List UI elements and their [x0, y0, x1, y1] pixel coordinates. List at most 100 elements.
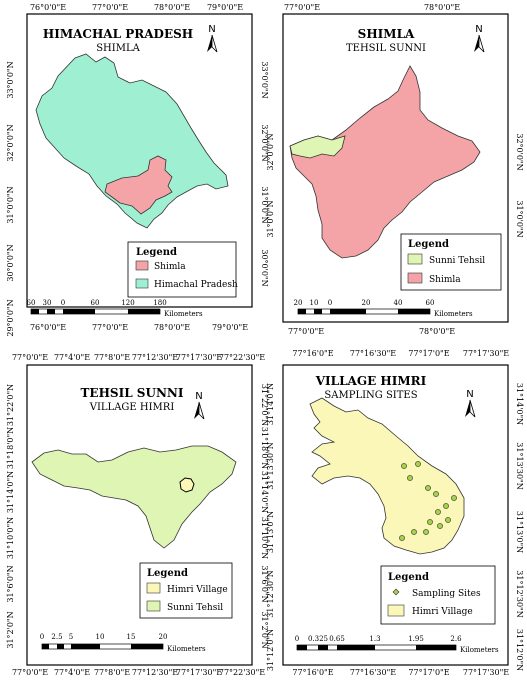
svg-text:77°0'0"E: 77°0'0"E: [12, 353, 48, 362]
svg-text:31°12'30"N: 31°12'30"N: [266, 570, 275, 617]
svg-text:180: 180: [153, 299, 166, 307]
north-arrow-icon: N: [207, 24, 218, 53]
svg-text:77°17'0"E: 77°17'0"E: [408, 668, 449, 677]
sampling-site-marker: [407, 475, 413, 481]
sampling-site-marker: [399, 535, 405, 541]
north-arrow-icon: N: [194, 391, 205, 420]
sampling-sites: [399, 461, 457, 541]
north-arrow-icon: N: [474, 24, 485, 53]
scale-bar: 0 0.325 0.65 1.3 1.95 2.6 Kilometers: [295, 635, 499, 654]
svg-text:30°0'0"N: 30°0'0"N: [6, 244, 15, 281]
sampling-site-marker: [411, 529, 417, 535]
svg-text:77°0'0"E: 77°0'0"E: [92, 3, 128, 12]
svg-text:29°0'0"N: 29°0'0"N: [6, 299, 15, 336]
panel-shimla: N SHIMLA TEHSIL SUNNI Legend Sunni Tehsi…: [266, 3, 524, 336]
svg-text:31°14'0"N: 31°14'0"N: [266, 383, 275, 425]
sampling-site-marker: [425, 485, 431, 491]
svg-text:79°0'0"E: 79°0'0"E: [212, 323, 248, 332]
svg-text:0.65: 0.65: [329, 635, 345, 643]
svg-text:N: N: [475, 24, 482, 35]
svg-text:78°0'0"E: 78°0'0"E: [419, 327, 455, 336]
svg-text:32°0'0"N: 32°0'0"N: [515, 133, 524, 170]
panel-tehsil-sunni: N TEHSIL SUNNI VILLAGE HIMRI Legend Himr…: [6, 353, 269, 677]
svg-text:60: 60: [27, 299, 36, 307]
svg-text:77°4'0"E: 77°4'0"E: [54, 353, 90, 362]
svg-text:32°0'0"N: 32°0'0"N: [266, 133, 275, 170]
svg-text:77°22'30"E: 77°22'30"E: [219, 668, 265, 677]
legend-item: Himachal Pradesh: [154, 280, 238, 290]
shimla-region: [289, 65, 481, 259]
shimla-region: [104, 155, 173, 215]
svg-text:77°16'30"E: 77°16'30"E: [350, 668, 396, 677]
himachal-pradesh-region: [35, 53, 229, 229]
legend-item: Sunni Tehsil: [429, 256, 485, 266]
svg-text:10: 10: [96, 633, 105, 641]
map-title: TEHSIL SUNNI: [81, 386, 184, 400]
himri-village-region: [309, 397, 465, 555]
svg-text:0.325: 0.325: [308, 635, 328, 643]
svg-text:77°17'30"E: 77°17'30"E: [176, 353, 222, 362]
svg-text:Kilometers: Kilometers: [434, 310, 473, 318]
svg-text:10: 10: [310, 299, 319, 307]
svg-text:77°0'0"E: 77°0'0"E: [288, 327, 324, 336]
svg-text:31°12'0"N: 31°12'0"N: [515, 629, 524, 671]
svg-text:31°13'0"N: 31°13'0"N: [515, 511, 524, 553]
svg-text:31°10'0"N: 31°10'0"N: [6, 517, 15, 559]
svg-text:76°0'0"E: 76°0'0"E: [30, 323, 66, 332]
svg-text:31°14'0"N: 31°14'0"N: [260, 471, 269, 513]
svg-text:Legend: Legend: [408, 239, 449, 250]
svg-text:Legend: Legend: [147, 568, 188, 579]
svg-text:77°8'0"E: 77°8'0"E: [94, 668, 130, 677]
svg-text:31°13'0"N: 31°13'0"N: [266, 511, 275, 553]
legend-item: Shimla: [429, 275, 461, 285]
svg-text:77°17'0"E: 77°17'0"E: [408, 349, 449, 358]
svg-text:32°0'0"N: 32°0'0"N: [260, 124, 269, 161]
svg-text:77°22'30"E: 77°22'30"E: [219, 353, 265, 362]
sampling-site-marker: [437, 523, 443, 529]
svg-text:31°10'0"N: 31°10'0"N: [260, 517, 269, 559]
sampling-site-marker: [445, 517, 451, 523]
svg-text:31°0'0"N: 31°0'0"N: [515, 200, 524, 237]
sunni-tehsil-region: [289, 135, 346, 159]
svg-text:31°2'0"N: 31°2'0"N: [6, 611, 15, 648]
svg-text:N: N: [208, 24, 215, 35]
svg-text:31°2'0"N: 31°2'0"N: [260, 611, 269, 648]
svg-text:0: 0: [61, 299, 65, 307]
svg-text:77°4'0"E: 77°4'0"E: [54, 668, 90, 677]
coordinate-ticks: 76°0'0"E 77°0'0"E 78°0'0"E 79°0'0"E 76°0…: [6, 3, 269, 337]
panel-village-himri: N VILLAGE HIMRI SAMPLING SITES Legend Sa…: [266, 349, 524, 677]
svg-text:40: 40: [394, 299, 403, 307]
legend: Legend Sunni Tehsil Shimla: [400, 233, 502, 291]
svg-text:120: 120: [121, 299, 134, 307]
svg-text:2.6: 2.6: [450, 635, 462, 643]
map-subtitle: SHIMLA: [96, 43, 140, 54]
coordinate-ticks: 77°0'0"E 78°0'0"E 77°0'0"E 78°0'0"E 32°0…: [266, 3, 524, 336]
svg-text:N: N: [466, 389, 473, 400]
svg-text:31°22'0"N: 31°22'0"N: [260, 384, 269, 426]
svg-text:31°14'0"N: 31°14'0"N: [6, 471, 15, 513]
sampling-site-marker: [427, 519, 433, 525]
svg-text:77°17'30"E: 77°17'30"E: [463, 349, 509, 358]
legend-item: Himri Village: [167, 585, 228, 595]
svg-text:77°0'0"E: 77°0'0"E: [284, 3, 320, 12]
svg-text:77°12'30"E: 77°12'30"E: [132, 668, 178, 677]
svg-text:Legend: Legend: [136, 247, 177, 258]
legend-item: Sampling Sites: [412, 589, 481, 599]
svg-text:31°13'30"N: 31°13'30"N: [266, 442, 275, 489]
svg-text:0: 0: [40, 633, 44, 641]
map-title: SHIMLA: [358, 27, 415, 41]
svg-text:31°13'30"N: 31°13'30"N: [515, 442, 524, 489]
legend: Legend Sampling Sites Himri Village: [380, 565, 496, 625]
svg-text:77°17'30"E: 77°17'30"E: [176, 668, 222, 677]
svg-text:31°12'30"N: 31°12'30"N: [515, 570, 524, 617]
sunni-tehsil-region: [31, 445, 237, 549]
scale-bar: 0 2.5 5 10 15 20 Kilometers: [40, 633, 206, 653]
svg-text:77°12'30"E: 77°12'30"E: [132, 353, 178, 362]
himri-village-region: [179, 477, 195, 493]
svg-text:77°8'0"E: 77°8'0"E: [94, 353, 130, 362]
svg-text:20: 20: [362, 299, 371, 307]
coordinate-ticks: 77°0'0"E 77°4'0"E 77°8'0"E 77°12'30"E 77…: [6, 353, 269, 677]
svg-text:77°16'0"E: 77°16'0"E: [292, 668, 333, 677]
legend: Legend Himri Village Sunni Tehsil: [139, 562, 233, 619]
svg-text:31°0'0"N: 31°0'0"N: [266, 200, 275, 237]
